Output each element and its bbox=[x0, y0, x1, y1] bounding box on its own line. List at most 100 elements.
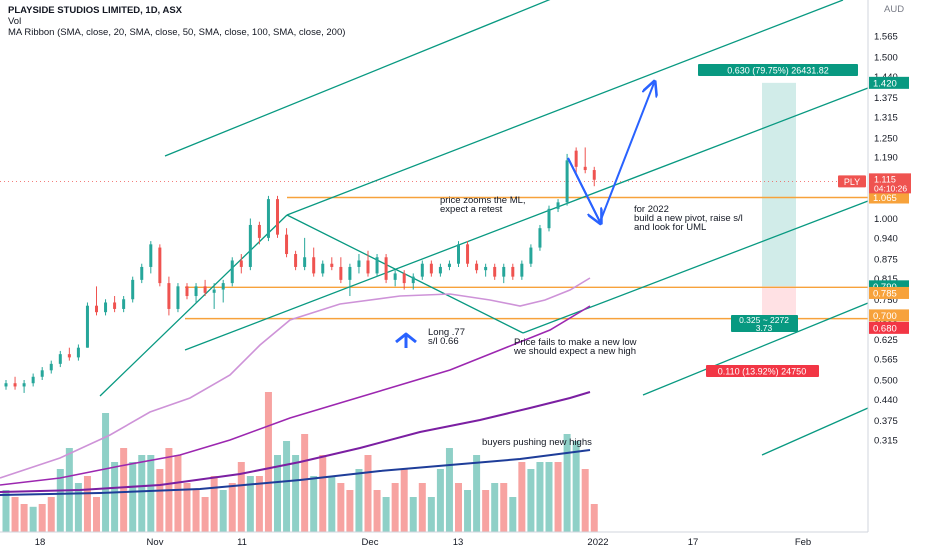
svg-text:0.700: 0.700 bbox=[873, 311, 897, 322]
candle bbox=[520, 260, 524, 280]
svg-text:PLY: PLY bbox=[844, 177, 860, 187]
target-label: 0.630 (79.75%) 26431.82 bbox=[727, 66, 829, 76]
note-long-1: Long .77 bbox=[428, 327, 465, 338]
candle bbox=[484, 263, 488, 277]
candle bbox=[592, 166, 596, 187]
volume-bar bbox=[274, 455, 281, 532]
volume-bar bbox=[554, 462, 562, 532]
volume-bar bbox=[174, 455, 182, 532]
candle bbox=[40, 367, 44, 380]
candle bbox=[113, 296, 117, 313]
volume-bar bbox=[346, 490, 354, 532]
candle bbox=[402, 270, 406, 290]
candle bbox=[538, 224, 542, 251]
note-buyers: buyers pushing new highs bbox=[482, 437, 592, 448]
candle bbox=[511, 263, 515, 280]
note-plan-2: build a new pivot, raise s/l bbox=[634, 213, 743, 224]
volume-bar bbox=[572, 441, 580, 532]
volume-legend: Vol bbox=[8, 16, 22, 27]
x-tick-label: 11 bbox=[237, 537, 247, 548]
volume-bar bbox=[147, 455, 155, 532]
y-tick-label: 0.565 bbox=[874, 355, 898, 366]
candle bbox=[339, 257, 343, 284]
y-tick-label: 0.315 bbox=[874, 435, 898, 446]
candle bbox=[185, 283, 189, 300]
y-tick-label: 0.815 bbox=[874, 274, 898, 285]
volume-bar bbox=[255, 476, 263, 532]
candle bbox=[583, 147, 587, 174]
volume-bar bbox=[310, 476, 318, 532]
volume-bar bbox=[2, 490, 10, 532]
volume-bar bbox=[491, 483, 499, 532]
y-tick-label: 0.875 bbox=[874, 254, 898, 265]
y-tick-label: 0.375 bbox=[874, 416, 898, 427]
y-tick-label: 1.000 bbox=[874, 214, 898, 225]
volume-bar bbox=[210, 476, 218, 532]
y-tick-label: 1.315 bbox=[874, 112, 898, 123]
y-tick-label: 0.940 bbox=[874, 233, 898, 244]
volume-bar bbox=[545, 462, 553, 532]
note-zoom-1: price zooms the ML, bbox=[440, 195, 526, 206]
candle bbox=[366, 250, 370, 277]
candle bbox=[239, 254, 243, 274]
candle bbox=[547, 205, 551, 232]
symbol-title: PLAYSIDE STUDIOS LIMITED, 1D, ASX bbox=[8, 5, 183, 16]
note-fail-1: Price fails to make a new low bbox=[514, 337, 637, 348]
volume-bar bbox=[482, 490, 490, 532]
volume-bar bbox=[120, 448, 128, 532]
candle bbox=[131, 276, 135, 303]
candle bbox=[393, 270, 397, 287]
volume-bar bbox=[301, 434, 309, 532]
candle bbox=[565, 153, 569, 206]
note-long-2: s/l 0.66 bbox=[428, 336, 459, 347]
ticker-badge: PLY bbox=[838, 175, 866, 188]
candle bbox=[420, 260, 424, 280]
volume-bar bbox=[563, 434, 571, 532]
y-tick-label: 1.375 bbox=[874, 93, 898, 104]
candle bbox=[76, 344, 80, 361]
volume-bar bbox=[129, 462, 137, 532]
candle bbox=[4, 380, 8, 390]
y-tick-label: 0.500 bbox=[874, 376, 898, 387]
candle bbox=[104, 299, 108, 316]
candle bbox=[294, 250, 298, 271]
volume-bar bbox=[319, 455, 327, 532]
ma-ribbon-legend: MA Ribbon (SMA, close, 20, SMA, close, 5… bbox=[8, 27, 346, 38]
x-tick-label: Dec bbox=[362, 537, 379, 548]
candle bbox=[58, 350, 62, 368]
candle bbox=[330, 257, 334, 271]
y-tick-label: 0.750 bbox=[874, 295, 898, 306]
volume-bar bbox=[11, 497, 19, 532]
volume-bar bbox=[581, 469, 589, 532]
target-label-bg bbox=[698, 64, 858, 76]
candle bbox=[203, 279, 207, 297]
x-tick-label: Nov bbox=[147, 537, 164, 548]
candle bbox=[13, 376, 17, 390]
y-tick-label: 1.250 bbox=[874, 133, 898, 144]
svg-text:0.785: 0.785 bbox=[873, 288, 897, 299]
candle bbox=[447, 260, 451, 271]
ma-20-line bbox=[0, 277, 591, 479]
rr-label: 0.325 ~ 2272 bbox=[739, 315, 789, 325]
svg-text:04:10:26: 04:10:26 bbox=[874, 183, 907, 193]
volume-bar bbox=[328, 476, 336, 532]
candle bbox=[556, 199, 560, 213]
upper-median-line bbox=[286, 0, 844, 216]
candle bbox=[276, 195, 279, 238]
candle bbox=[502, 263, 506, 284]
profit-zone bbox=[762, 82, 796, 287]
volume-bar bbox=[56, 469, 64, 532]
volume-bar bbox=[590, 504, 598, 532]
volume-bar bbox=[418, 483, 426, 532]
candle bbox=[49, 360, 53, 374]
stop-label: 0.110 (13.92%) 24750 bbox=[718, 367, 806, 377]
volume-bar bbox=[373, 490, 381, 532]
candle bbox=[375, 254, 379, 277]
candle bbox=[95, 286, 98, 316]
volume-bar bbox=[509, 497, 517, 532]
volume-bar bbox=[364, 455, 372, 532]
volume-bar bbox=[500, 483, 508, 532]
note-plan-1: for 2022 bbox=[634, 204, 669, 215]
